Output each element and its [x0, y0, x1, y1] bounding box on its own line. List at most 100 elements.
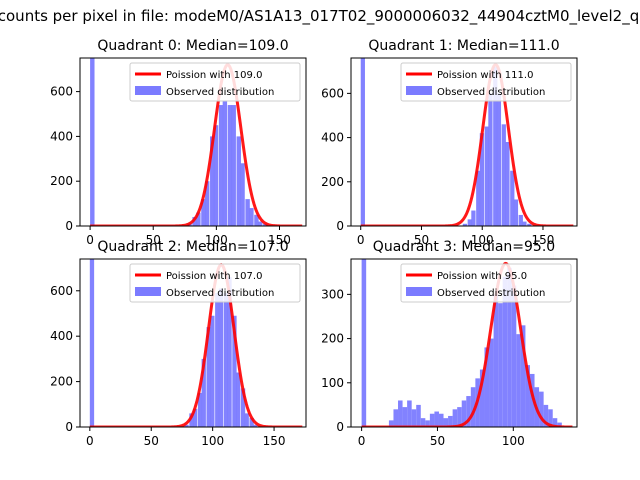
y-tick-label: 200	[50, 174, 73, 188]
x-tick-label: 50	[414, 233, 429, 247]
legend-label: Observed distribution	[437, 288, 545, 299]
y-tick-label: 600	[50, 284, 73, 298]
histogram-bar	[407, 400, 412, 427]
histogram-bar	[476, 170, 481, 226]
histogram-bar	[479, 369, 485, 427]
y-tick-label: 200	[321, 332, 344, 346]
legend-label: Observed distribution	[166, 288, 274, 299]
legend-box	[400, 263, 572, 303]
x-tick-label: 150	[532, 233, 555, 247]
histogram-bar	[244, 413, 249, 427]
histogram-bar	[461, 400, 467, 427]
subplot-title: Quadrant 3: Median=95.0	[373, 239, 555, 255]
histogram-bar	[429, 413, 435, 427]
histogram-bar	[236, 136, 241, 226]
figure-suptitle: Histogram of counts per pixel in file: m…	[0, 7, 640, 26]
histogram-bar	[245, 199, 250, 226]
histogram-bar	[201, 199, 206, 226]
histogram-bar	[498, 303, 503, 427]
subplot-1: 0 50 100 150 0 200 400 600 Quadrant 1: Median=11…	[321, 38, 578, 247]
histogram-bar	[192, 217, 197, 226]
histogram-bar	[516, 334, 521, 427]
histogram-bar	[438, 413, 444, 427]
histogram-bar	[210, 315, 215, 427]
histogram-bar	[416, 404, 421, 427]
x-tick-label: 0	[86, 233, 94, 247]
histogram-bar	[467, 219, 472, 226]
histogram-bar	[470, 387, 476, 427]
histogram-bar	[222, 100, 228, 226]
histogram-bar	[218, 288, 224, 427]
y-tick-label: 0	[65, 420, 73, 434]
histogram-bar	[218, 105, 224, 226]
x-tick-label: 0	[357, 233, 365, 247]
histogram-bar	[507, 267, 512, 427]
histogram-bar	[204, 181, 210, 226]
legend-bar-swatch	[406, 287, 432, 296]
histogram-bar	[89, 259, 95, 427]
subplot-2: 0 50 100 150 0 200 400 600 Quadrant 2: Median=10…	[50, 239, 307, 448]
histogram-bar	[511, 285, 517, 427]
histogram-bar	[527, 223, 532, 226]
y-tick-label: 600	[50, 85, 73, 99]
histogram-bar	[240, 388, 246, 427]
x-tick-label: 100	[502, 434, 525, 448]
histogram-bar	[360, 58, 365, 226]
histogram-bar	[434, 411, 439, 427]
histogram-bar	[402, 407, 408, 427]
axes-frame	[79, 258, 307, 428]
histogram-bar	[361, 259, 367, 427]
y-tick-label: 400	[321, 131, 344, 145]
histogram-bar	[484, 126, 489, 226]
histogram-bar	[489, 338, 494, 427]
plot-area	[361, 259, 573, 427]
legend-box	[400, 62, 572, 102]
histogram-bar	[227, 277, 232, 427]
histogram-bar	[235, 372, 241, 427]
legend-label: Poission with 107.0	[166, 271, 262, 282]
histogram-bar	[443, 418, 449, 427]
axes-frame	[350, 57, 578, 227]
legend-label: Poission with 111.0	[437, 70, 533, 81]
y-tick-label: 100	[321, 376, 344, 390]
histogram-bar	[184, 424, 189, 427]
histogram-bar	[539, 391, 544, 427]
subplot-0: 0 50 100 150 0 200 400 600 Quadrant 0: Median=10…	[50, 38, 307, 247]
histogram-bar	[193, 408, 198, 427]
histogram-bar	[215, 293, 220, 427]
histogram-bar	[493, 294, 499, 427]
histogram-bar	[448, 415, 453, 427]
axes-frame	[79, 57, 307, 227]
poisson-fit-line	[90, 63, 303, 226]
y-tick-label: 0	[336, 420, 344, 434]
subplot-title: Quadrant 0: Median=109.0	[97, 38, 288, 54]
histogram-bar	[493, 66, 498, 226]
histogram-bar	[471, 210, 476, 226]
histogram-bar	[484, 347, 490, 427]
subplot-3: 0 50 100 0 100 200 300 Quadrant 3: Median=95.0 P…	[321, 239, 578, 448]
subplot-title: Quadrant 2: Median=107.0	[97, 239, 288, 255]
histogram-bar	[501, 124, 506, 226]
histogram-bar	[227, 105, 233, 226]
histogram-bar	[231, 105, 236, 226]
histogram-bar	[240, 163, 245, 226]
histogram-bar	[213, 125, 219, 226]
x-tick-label: 100	[201, 434, 224, 448]
poisson-fit-line	[360, 63, 574, 226]
histogram-bar	[525, 365, 530, 427]
histogram-bar	[249, 417, 254, 427]
histogram-bar	[510, 170, 515, 226]
subplot-title: Quadrant 1: Median=111.0	[368, 38, 559, 54]
histogram-bar	[505, 142, 510, 226]
x-tick-label: 150	[263, 434, 286, 448]
histogram-bar	[201, 358, 206, 427]
histogram-bar	[552, 418, 558, 427]
x-tick-label: 100	[205, 233, 228, 247]
y-tick-label: 600	[321, 86, 344, 100]
y-tick-label: 400	[50, 129, 73, 143]
histogram-bar	[462, 223, 468, 226]
histogram-bar	[529, 373, 535, 427]
x-tick-label: 50	[430, 434, 445, 448]
y-tick-label: 0	[336, 219, 344, 233]
